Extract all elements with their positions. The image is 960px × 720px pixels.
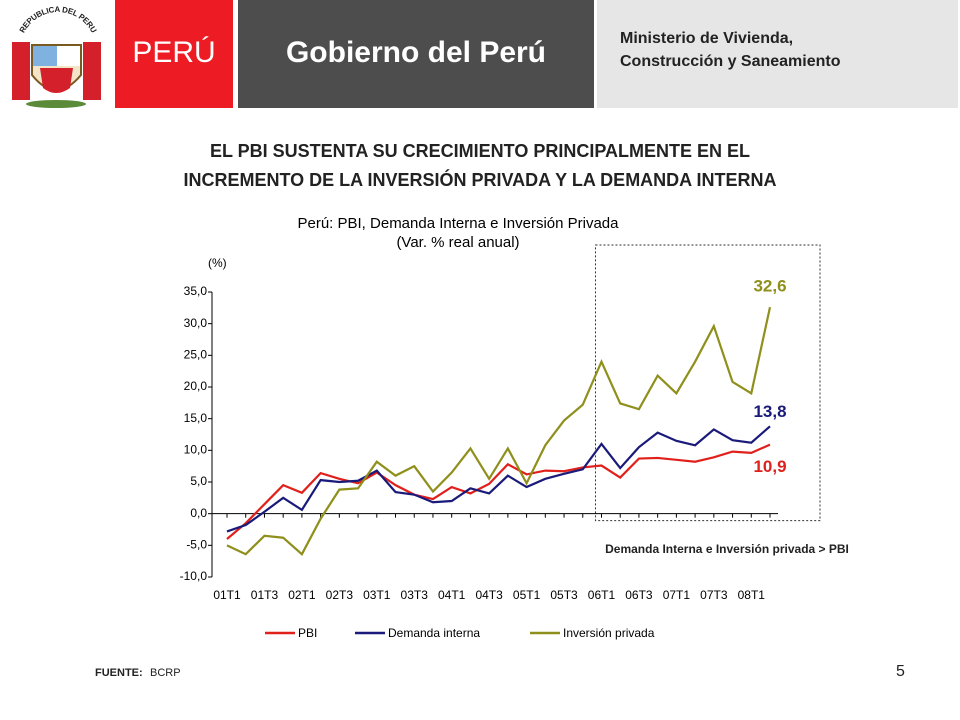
- annotation: Demanda Interna e Inversión privada > PB…: [605, 542, 849, 556]
- source-label: FUENTE:: [95, 667, 143, 679]
- x-tick-label: 01T3: [251, 588, 279, 602]
- series-line: [226, 425, 771, 533]
- value-label: 13,8: [753, 402, 786, 421]
- x-tick-label: 06T3: [625, 588, 653, 602]
- ministry: Construcción y Saneamiento: [620, 53, 841, 70]
- y-tick-label: 15,0: [184, 411, 208, 425]
- series-line: [226, 443, 771, 540]
- series-line: [226, 306, 772, 556]
- y-tick-label: 30,0: [184, 316, 208, 330]
- y-tick-label: 10,0: [184, 443, 208, 457]
- y-tick-label: 0,0: [190, 506, 207, 520]
- y-tick-label: 35,0: [184, 284, 208, 298]
- government-box: [238, 0, 594, 108]
- y-tick-label: 25,0: [184, 348, 208, 362]
- x-tick-label: 02T3: [326, 588, 354, 602]
- x-tick-label: 05T3: [550, 588, 578, 602]
- brand-box: [115, 0, 233, 108]
- shield-field: [33, 46, 57, 66]
- x-tick-label: 06T1: [588, 588, 616, 602]
- source: BCRP: [150, 667, 181, 679]
- y-tick-label: 5,0: [190, 474, 207, 488]
- x-tick-label: 07T1: [663, 588, 691, 602]
- y-tick-label: -5,0: [186, 538, 207, 552]
- x-tick-label: 02T1: [288, 588, 316, 602]
- shield-field: [57, 46, 80, 66]
- x-tick-label: 04T1: [438, 588, 466, 602]
- legend-label: Demanda interna: [388, 626, 480, 640]
- value-label: 32,6: [753, 277, 786, 296]
- chart-title: Perú: PBI, Demanda Interna e Inversión P…: [297, 215, 619, 232]
- x-tick-label: 03T3: [401, 588, 429, 602]
- legend-label: Inversión privada: [563, 626, 655, 640]
- flag-left: [12, 42, 30, 100]
- ministry-box: [597, 0, 958, 108]
- highlight-box: [594, 244, 821, 522]
- legend-label: PBI: [298, 626, 317, 640]
- y-tick-label: -10,0: [180, 569, 208, 583]
- wreath: [26, 100, 86, 108]
- y-tick-label: 20,0: [184, 379, 208, 393]
- government: Gobierno del Perú: [286, 36, 546, 69]
- page-number: 5: [896, 663, 905, 680]
- chart-subtitle: (Var. % real anual): [396, 234, 519, 251]
- x-tick-label: 07T3: [700, 588, 728, 602]
- x-tick-label: 08T1: [738, 588, 766, 602]
- slide-title: INCREMENTO DE LA INVERSIÓN PRIVADA Y LA …: [183, 169, 776, 190]
- brand: PERÚ: [132, 36, 215, 69]
- ministry: Ministerio de Vivienda,: [620, 30, 793, 47]
- y-axis-label: (%): [208, 256, 227, 270]
- shield-field: [40, 68, 73, 93]
- x-tick-label: 05T1: [513, 588, 541, 602]
- x-tick-label: 04T3: [475, 588, 503, 602]
- x-tick-label: 01T1: [213, 588, 241, 602]
- slide-title: EL PBI SUSTENTA SU CRECIMIENTO PRINCIPAL…: [210, 141, 750, 161]
- flag-right: [83, 42, 101, 100]
- value-label: 10,9: [753, 457, 786, 476]
- x-tick-label: 03T1: [363, 588, 391, 602]
